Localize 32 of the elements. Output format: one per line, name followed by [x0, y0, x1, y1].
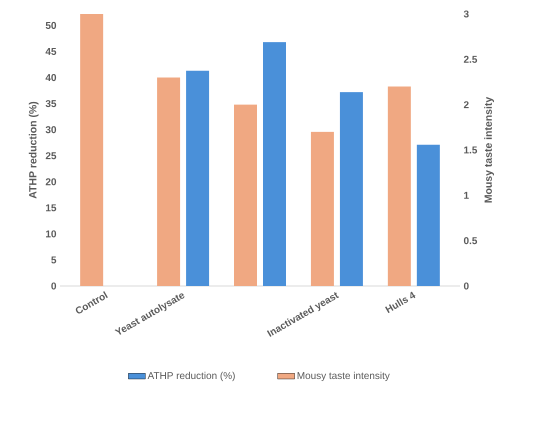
y-tick-label: 30 [46, 126, 56, 134]
y2-tick-label: 1.5 [464, 146, 478, 154]
y2-tick-label: 2 [464, 101, 469, 108]
y-tick-label: 0 [51, 282, 56, 290]
y2-tick-label: 3 [464, 10, 469, 18]
y2-tick-label: 0 [464, 282, 469, 290]
bar [80, 14, 104, 286]
legend-label: ATHP reduction (%) [148, 372, 235, 382]
y-tick-label: 35 [46, 100, 56, 108]
bar [310, 132, 334, 286]
legend-label: Mousy taste intensity [298, 372, 390, 382]
y-tick-label: 45 [46, 48, 56, 55]
y2-tick-label: 2.5 [464, 56, 478, 63]
y-axis-title: ATHP reduction (%) [28, 102, 39, 198]
y-tick-label: 10 [46, 230, 56, 238]
bar [157, 77, 180, 286]
bar [263, 42, 286, 286]
bar [234, 104, 257, 286]
y2-axis-title: Mousy taste intensity [484, 96, 494, 202]
y-tick-label: 50 [46, 22, 56, 29]
x-tick-label: Hulls 4 [385, 292, 416, 314]
y-tick-label: 25 [46, 152, 56, 160]
y-tick-label: 5 [51, 256, 56, 264]
bar [340, 92, 363, 286]
y2-tick-label: 0.5 [464, 237, 478, 244]
bar [416, 144, 440, 286]
y-tick-label: 20 [46, 178, 56, 186]
bar [186, 70, 210, 286]
y-tick-label: 15 [46, 204, 56, 212]
y-tick-label: 40 [46, 74, 56, 82]
y2-tick-label: 1 [464, 192, 469, 199]
bar [388, 86, 411, 286]
